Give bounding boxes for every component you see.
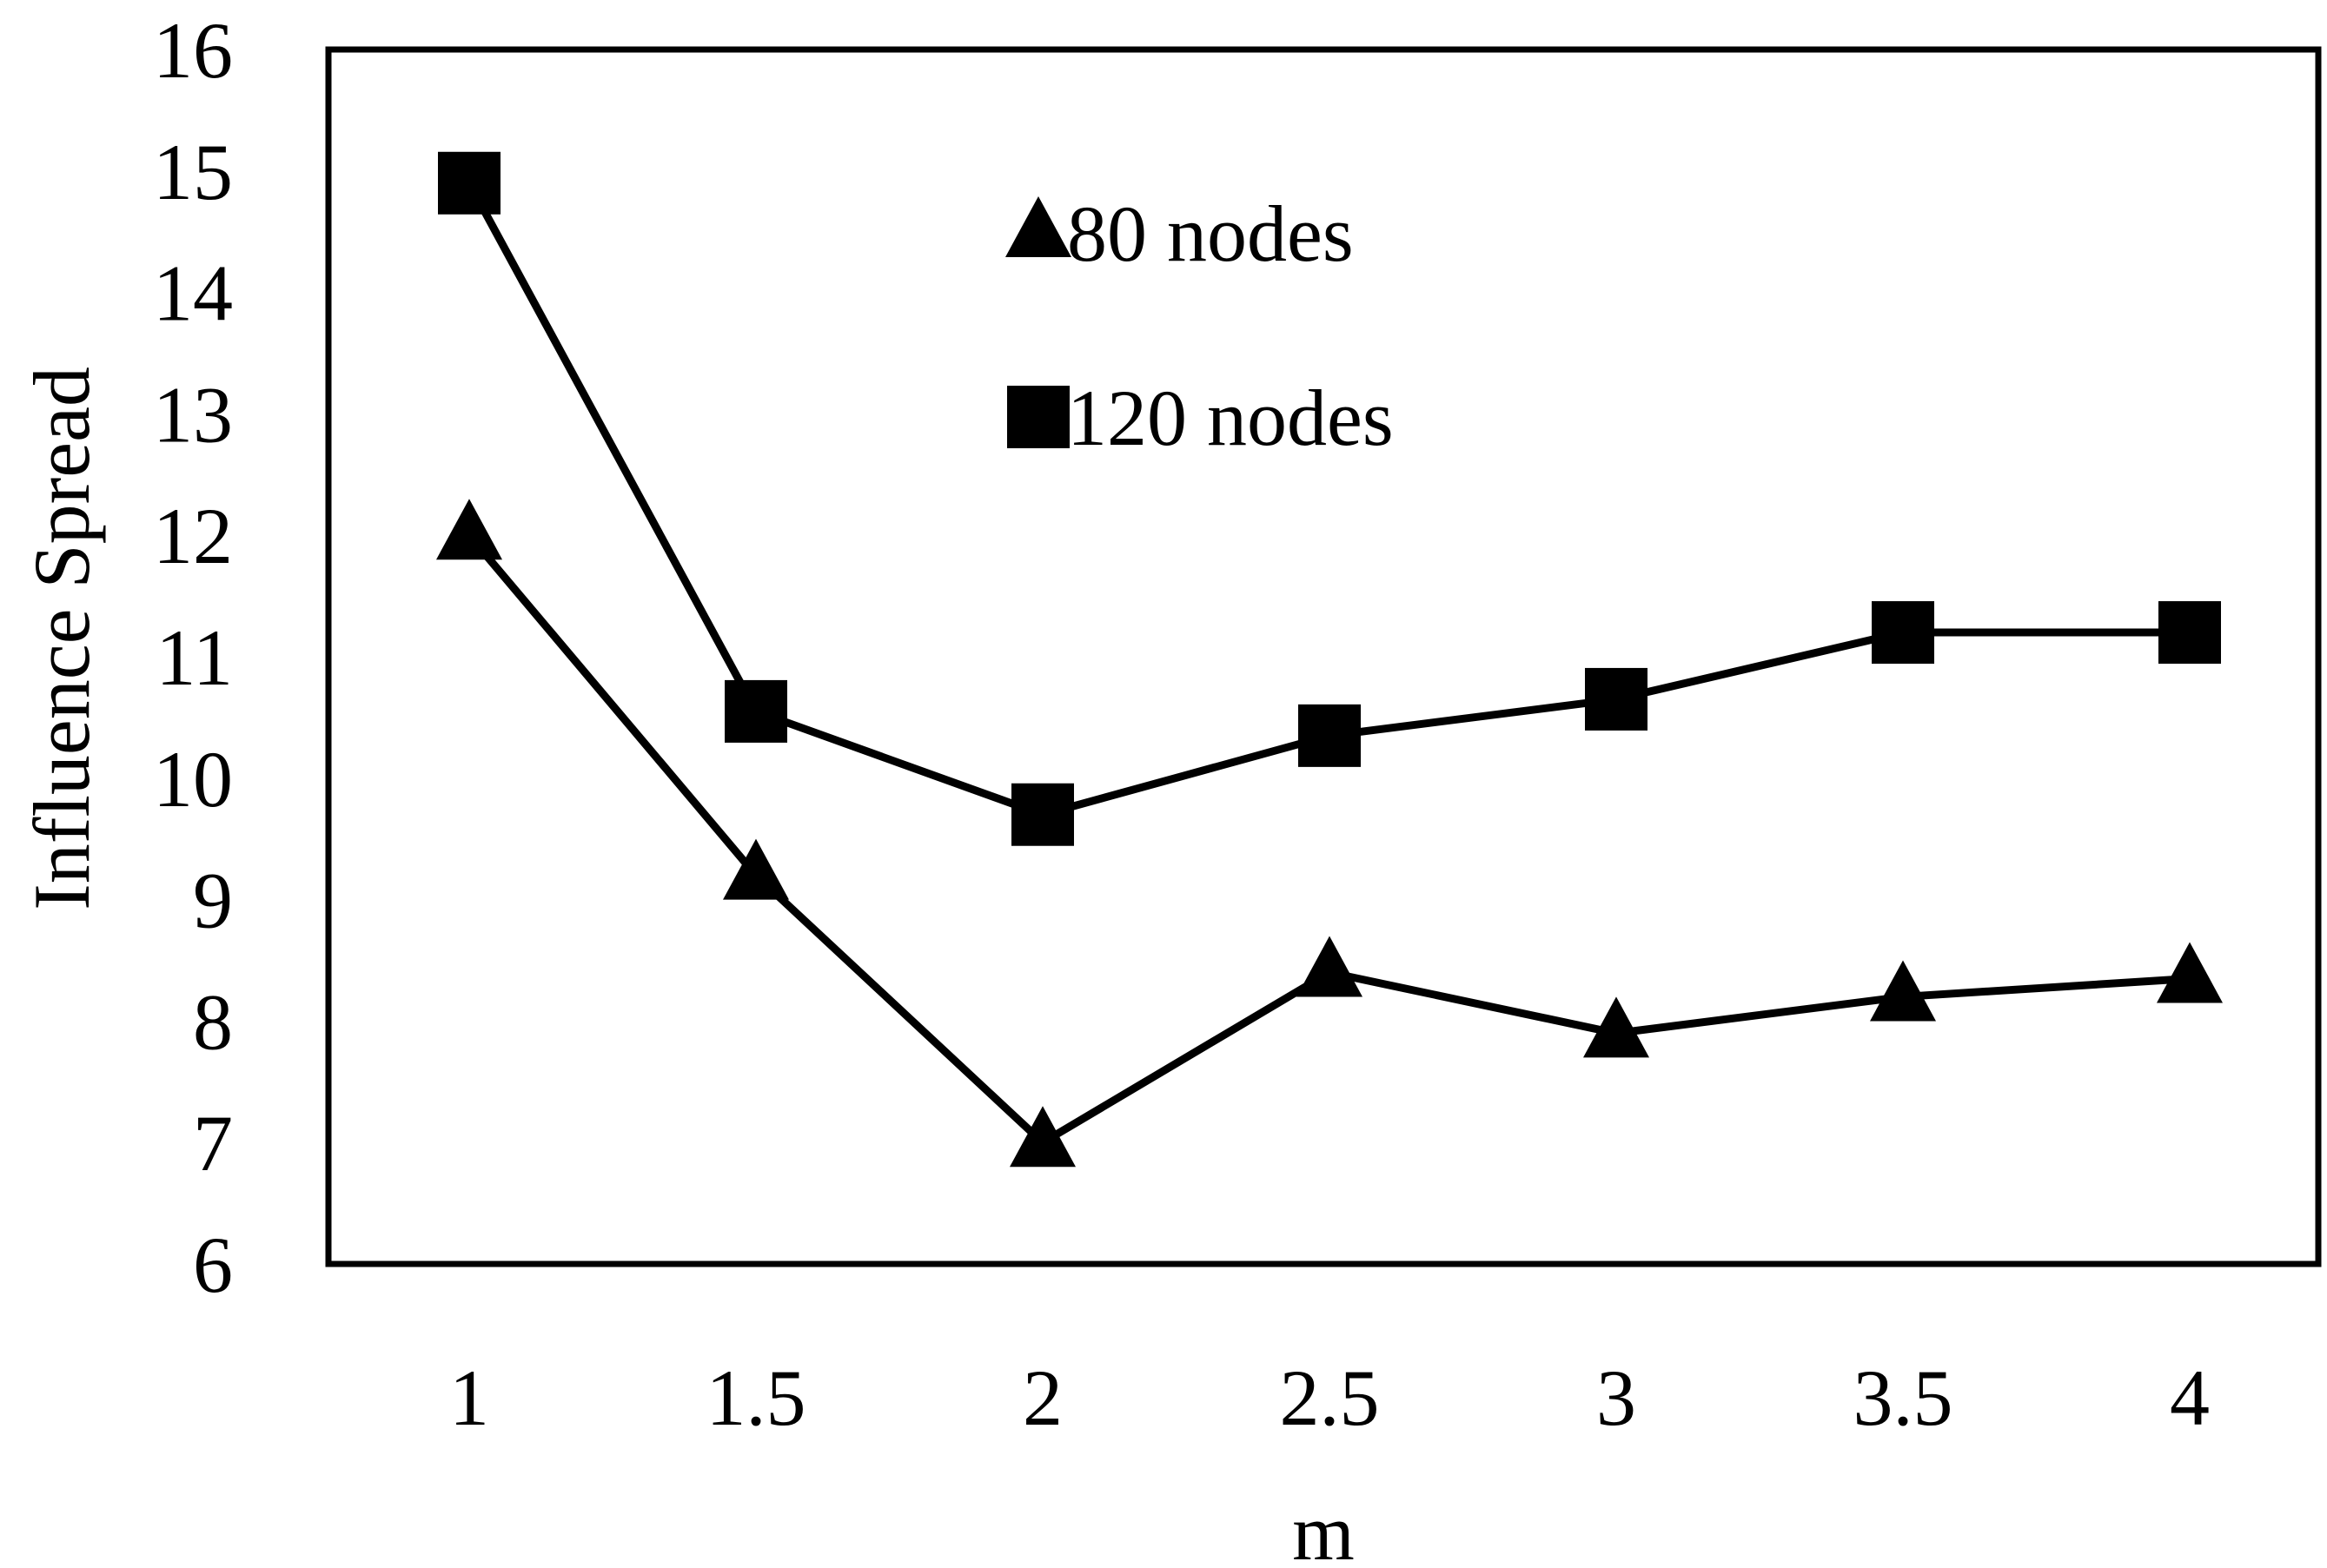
data-point-120-nodes [1585, 667, 1647, 731]
data-point-80-nodes [1870, 960, 1936, 1022]
x-tick-label: 4 [2170, 1353, 2210, 1442]
legend-marker-triangle [1005, 196, 1071, 257]
x-axis-label: m [1292, 1488, 1355, 1564]
x-tick-label: 1.5 [706, 1353, 806, 1442]
x-tick-label: 3 [1596, 1353, 1636, 1442]
y-tick-label: 7 [193, 1099, 233, 1188]
x-tick-label: 2 [1023, 1353, 1063, 1442]
y-tick-label: 13 [153, 370, 233, 459]
series-80-nodes [436, 499, 2223, 1168]
y-tick-label: 9 [193, 857, 233, 945]
y-tick-label: 14 [153, 249, 233, 338]
y-tick-label: 11 [156, 613, 233, 702]
legend-label: 120 nodes [1067, 374, 1394, 462]
data-point-80-nodes [1583, 996, 1649, 1058]
data-point-80-nodes [1010, 1106, 1076, 1168]
x-tick-label: 1 [449, 1353, 489, 1442]
y-tick-label: 10 [153, 735, 233, 824]
data-point-120-nodes [1298, 704, 1361, 767]
series-120-nodes [438, 151, 2221, 846]
data-point-120-nodes [2158, 601, 2221, 665]
x-tick-label: 3.5 [1853, 1353, 1953, 1442]
legend-item: 80 nodes [1005, 189, 1354, 278]
y-tick-label: 15 [153, 128, 233, 216]
legend: 80 nodes 120 nodes [1005, 189, 1394, 462]
plot-area-frame [325, 46, 2322, 1267]
y-tick-label: 16 [153, 6, 233, 95]
y-tick-label: 6 [193, 1221, 233, 1309]
y-tick-label: 8 [193, 977, 233, 1066]
x-axis-ticks: 1 1.5 2 2.5 3 3.5 4 [449, 1353, 2210, 1442]
legend-label: 80 nodes [1067, 189, 1354, 278]
y-axis-label: Influence Spread [17, 367, 106, 910]
data-point-80-nodes [436, 499, 502, 560]
y-axis-ticks: 6 7 8 9 10 11 12 13 14 15 16 [153, 6, 233, 1309]
legend-marker-square [1007, 386, 1070, 448]
legend-item: 120 nodes [1007, 374, 1394, 462]
data-point-80-nodes [2157, 942, 2223, 1003]
data-point-80-nodes [723, 838, 789, 900]
data-point-120-nodes [1011, 783, 1074, 846]
data-point-120-nodes [438, 151, 501, 215]
data-point-120-nodes [1872, 601, 1934, 665]
data-point-120-nodes [725, 679, 787, 743]
data-point-80-nodes [1296, 936, 1362, 997]
series-layer [436, 151, 2223, 1168]
y-tick-label: 12 [153, 492, 233, 580]
x-tick-label: 2.5 [1280, 1353, 1380, 1442]
